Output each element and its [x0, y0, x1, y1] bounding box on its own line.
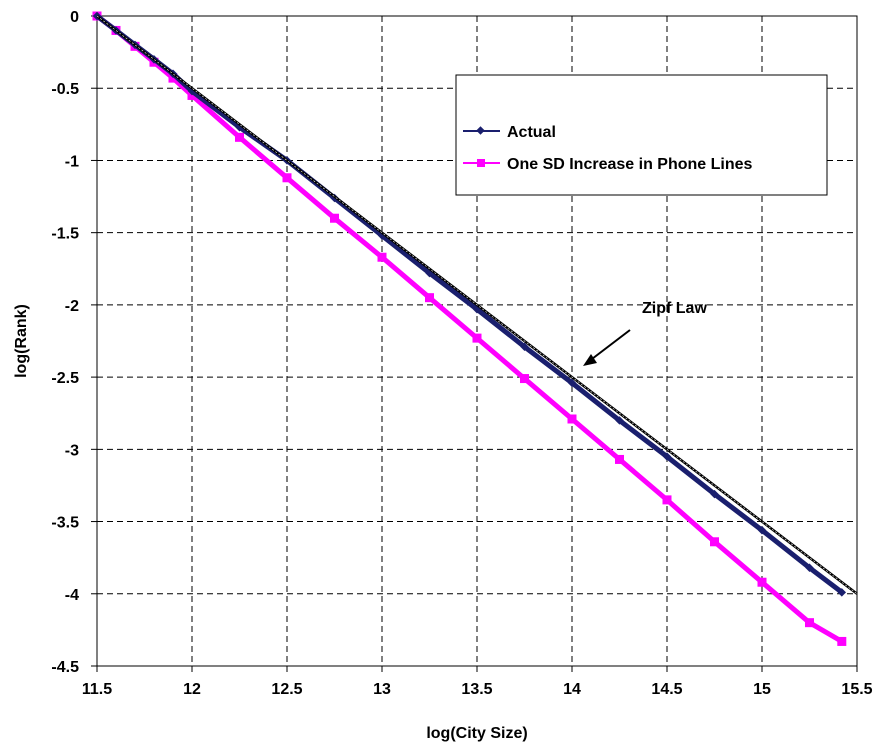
data-point — [662, 452, 672, 461]
legend-marker-phone — [477, 159, 485, 167]
x-tick-label: 12.5 — [271, 681, 302, 698]
data-point — [187, 90, 197, 100]
y-tick-label: -1.5 — [51, 226, 79, 243]
data-point — [235, 132, 244, 142]
x-axis-ticks: 11.5 12 12.5 13 13.5 14 14.5 15 15.5 — [82, 666, 873, 698]
x-tick-label: 13.5 — [461, 681, 492, 698]
y-tick-label: -3 — [65, 442, 79, 459]
data-point — [805, 618, 814, 628]
y-tick-label: -2.5 — [51, 370, 79, 387]
data-point — [567, 414, 577, 424]
data-point — [377, 252, 387, 262]
data-point — [837, 636, 847, 646]
legend: Actual One SD Increase in Phone Lines — [455, 74, 828, 196]
y-tick-label: -1 — [65, 153, 79, 170]
y-axis-ticks: 0 -0.5 -1 -1.5 -2 -2.5 -3 -3.5 -4 -4.5 — [51, 9, 97, 676]
legend-label-phone: One SD Increase in Phone Lines — [507, 156, 753, 173]
x-tick-label: 14 — [563, 681, 581, 698]
data-point — [710, 537, 719, 547]
y-axis-title: log(Rank) — [13, 304, 30, 378]
x-tick-label: 11.5 — [82, 681, 112, 698]
y-tick-label: -4.5 — [51, 659, 79, 676]
data-point — [520, 342, 529, 352]
zipf-arrow-line — [587, 329, 631, 363]
zipf-law-label: Zipf Law — [642, 300, 707, 317]
y-tick-label: -2 — [65, 298, 79, 315]
data-point — [710, 489, 719, 499]
data-point — [757, 577, 767, 587]
data-point — [520, 374, 529, 384]
y-tick-label: -3.5 — [51, 515, 79, 532]
x-tick-label: 14.5 — [651, 681, 682, 698]
data-point — [567, 378, 577, 388]
data-point — [282, 173, 292, 183]
data-point — [472, 333, 482, 343]
legend-marker-actual — [476, 126, 485, 135]
data-point — [168, 73, 178, 83]
data-point — [615, 454, 624, 464]
legend-box — [455, 74, 828, 196]
y-tick-label: -4 — [65, 587, 79, 604]
data-point — [837, 588, 847, 597]
y-tick-label: 0 — [70, 9, 79, 26]
x-tick-label: 15.5 — [841, 681, 872, 698]
data-point — [805, 563, 814, 573]
data-point — [757, 525, 767, 535]
zipf-law-reference-dash — [96, 15, 858, 595]
data-point — [662, 495, 672, 505]
zipf-annotation: Zipf Law — [583, 300, 707, 366]
y-tick-label: -0.5 — [51, 81, 79, 98]
data-point — [330, 213, 339, 223]
x-tick-label: 13 — [373, 681, 391, 698]
series-layer — [92, 11, 858, 646]
data-point — [615, 416, 624, 425]
data-point — [425, 293, 434, 303]
zipf-arrow-head — [583, 354, 597, 366]
x-tick-label: 12 — [183, 681, 201, 698]
x-tick-label: 15 — [753, 681, 771, 698]
x-axis-title: log(City Size) — [426, 725, 527, 742]
legend-label-actual: Actual — [507, 124, 556, 141]
series-2 — [96, 15, 858, 595]
